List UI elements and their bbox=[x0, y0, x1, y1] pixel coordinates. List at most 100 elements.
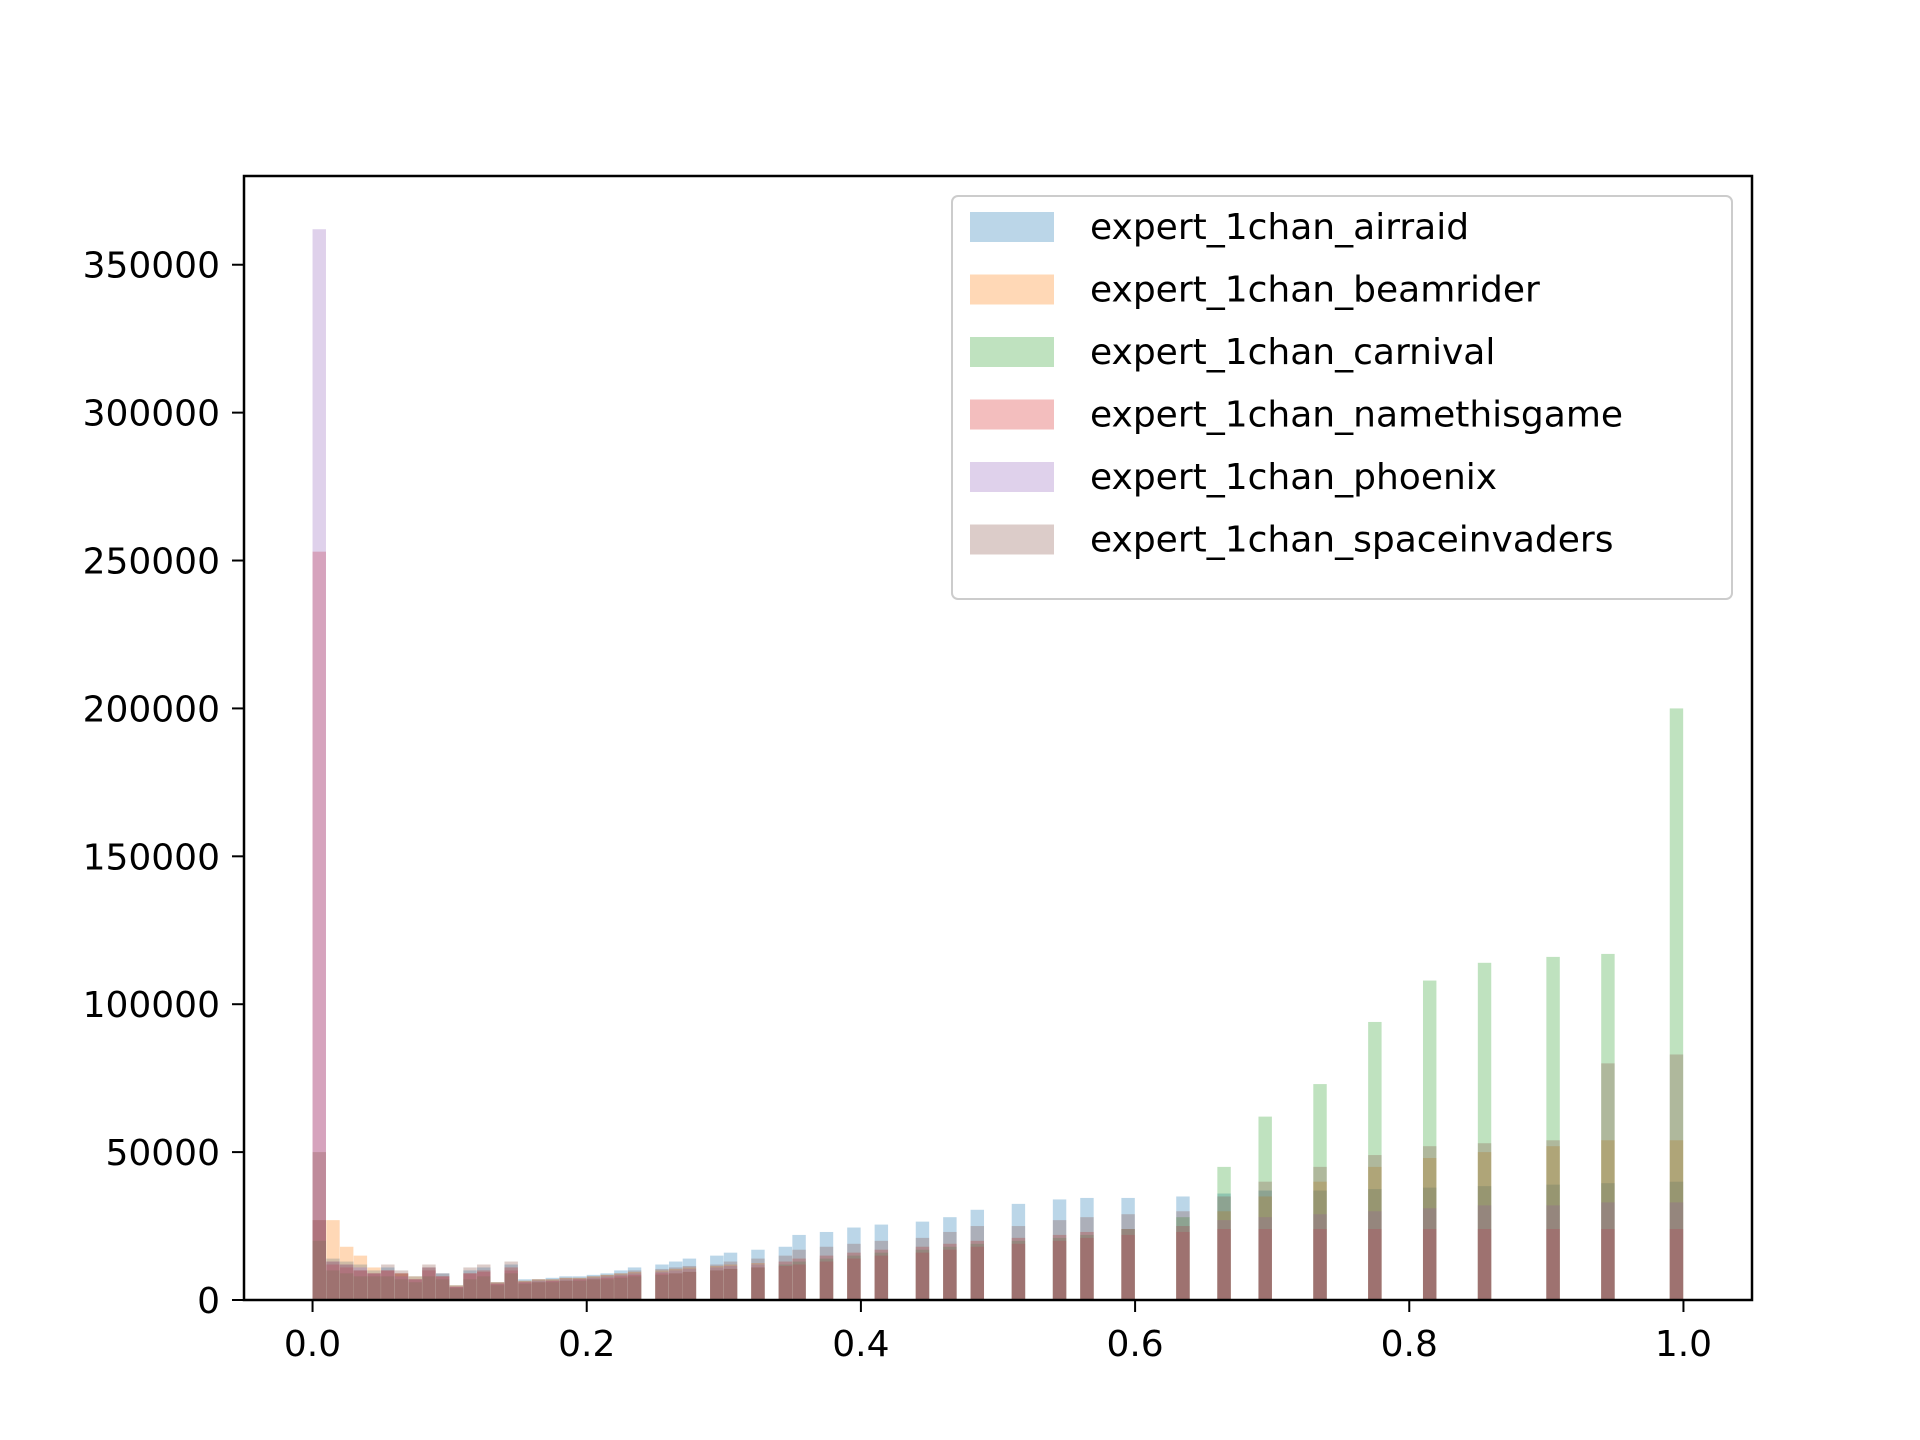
bar-expert_1chan_beamrider-36 bbox=[943, 1243, 957, 1300]
bar-expert_1chan_carnival-48 bbox=[1477, 962, 1492, 1300]
bar-expert_1chan_beamrider-47 bbox=[1422, 1158, 1437, 1300]
bar-expert_1chan_airraid-36 bbox=[943, 1217, 957, 1300]
bar-expert_1chan_phoenix-46 bbox=[1368, 1211, 1382, 1300]
bar-expert_1chan_namethisgame-5 bbox=[381, 1270, 395, 1300]
bar-expert_1chan_phoenix-37 bbox=[970, 1240, 985, 1300]
bar-expert_1chan_beamrider-40 bbox=[1080, 1231, 1094, 1300]
bar-expert_1chan_namethisgame-2 bbox=[339, 1267, 354, 1300]
bar-expert_1chan_airraid-51 bbox=[1669, 1181, 1684, 1300]
bar-expert_1chan_phoenix-10 bbox=[449, 1286, 464, 1300]
bar-expert_1chan_namethisgame-16 bbox=[531, 1282, 546, 1300]
bar-expert_1chan_beamrider-29 bbox=[751, 1263, 765, 1300]
bar-expert_1chan_spaceinvaders-2 bbox=[339, 1264, 354, 1300]
bar-expert_1chan_spaceinvaders-45 bbox=[1313, 1166, 1327, 1300]
bar-expert_1chan_spaceinvaders-37 bbox=[970, 1226, 985, 1300]
bar-expert_1chan_carnival-35 bbox=[915, 1249, 930, 1300]
bar-expert_1chan_phoenix-12 bbox=[477, 1270, 491, 1300]
bar-expert_1chan_spaceinvaders-27 bbox=[710, 1264, 724, 1300]
bar-expert_1chan_airraid-16 bbox=[531, 1279, 546, 1300]
bar-expert_1chan_namethisgame-10 bbox=[449, 1286, 464, 1300]
bar-expert_1chan_namethisgame-38 bbox=[1011, 1243, 1026, 1300]
bar-expert_1chan_carnival-7 bbox=[408, 1282, 422, 1300]
bar-expert_1chan_phoenix-41 bbox=[1121, 1229, 1135, 1300]
bar-expert_1chan_beamrider-18 bbox=[559, 1277, 573, 1300]
bar-expert_1chan_beamrider-0 bbox=[312, 1220, 326, 1300]
bar-expert_1chan_airraid-38 bbox=[1011, 1203, 1026, 1300]
bar-expert_1chan_beamrider-10 bbox=[449, 1285, 464, 1300]
bar-expert_1chan_spaceinvaders-35 bbox=[915, 1237, 930, 1300]
bar-expert_1chan_carnival-34 bbox=[874, 1252, 889, 1300]
bar-expert_1chan_spaceinvaders-42 bbox=[1176, 1211, 1190, 1300]
bar-expert_1chan_beamrider-5 bbox=[381, 1270, 395, 1300]
x-tick-label-5: 1.0 bbox=[1655, 1324, 1712, 1365]
legend-swatch-0 bbox=[970, 212, 1054, 242]
bar-expert_1chan_namethisgame-0 bbox=[312, 551, 326, 1300]
bar-expert_1chan_airraid-19 bbox=[573, 1276, 587, 1300]
bar-expert_1chan_beamrider-32 bbox=[819, 1255, 834, 1300]
bar-expert_1chan_spaceinvaders-17 bbox=[545, 1279, 560, 1300]
bar-expert_1chan_carnival-41 bbox=[1121, 1229, 1135, 1300]
bar-expert_1chan_phoenix-9 bbox=[435, 1276, 450, 1300]
bar-expert_1chan_namethisgame-47 bbox=[1422, 1229, 1437, 1300]
y-axis: 0 50000 100000 150000 200000 250000 300000 3500… bbox=[83, 246, 244, 1322]
bar-expert_1chan_airraid-27 bbox=[710, 1255, 724, 1300]
bar-expert_1chan_airraid-34 bbox=[874, 1224, 889, 1300]
bar-expert_1chan_beamrider-12 bbox=[477, 1270, 491, 1300]
bar-expert_1chan_phoenix-7 bbox=[408, 1279, 422, 1300]
bar-expert_1chan_beamrider-7 bbox=[408, 1276, 422, 1300]
bar-expert_1chan_carnival-24 bbox=[655, 1274, 669, 1300]
bar-expert_1chan_carnival-26 bbox=[682, 1271, 697, 1300]
bar-expert_1chan_phoenix-33 bbox=[847, 1252, 861, 1300]
bar-expert_1chan_airraid-43 bbox=[1217, 1193, 1231, 1300]
bars-layer bbox=[312, 229, 1684, 1301]
bar-expert_1chan_namethisgame-30 bbox=[778, 1265, 793, 1300]
bar-expert_1chan_carnival-1 bbox=[326, 1270, 340, 1300]
bar-expert_1chan_namethisgame-43 bbox=[1217, 1229, 1231, 1300]
bar-expert_1chan_carnival-11 bbox=[463, 1279, 477, 1300]
legend-label-2: expert_1chan_carnival bbox=[1090, 332, 1495, 373]
bar-expert_1chan_beamrider-3 bbox=[353, 1255, 368, 1300]
legend-swatch-2 bbox=[970, 337, 1054, 367]
bar-expert_1chan_spaceinvaders-49 bbox=[1546, 1140, 1560, 1300]
bar-expert_1chan_airraid-29 bbox=[751, 1249, 765, 1300]
bar-expert_1chan_spaceinvaders-20 bbox=[586, 1276, 601, 1300]
bar-expert_1chan_spaceinvaders-6 bbox=[394, 1270, 409, 1300]
bar-expert_1chan_beamrider-30 bbox=[778, 1261, 793, 1300]
bar-expert_1chan_carnival-51 bbox=[1669, 708, 1684, 1300]
bar-expert_1chan_spaceinvaders-26 bbox=[682, 1265, 697, 1300]
bar-expert_1chan_namethisgame-39 bbox=[1052, 1240, 1067, 1300]
bar-expert_1chan_spaceinvaders-19 bbox=[573, 1277, 587, 1300]
bar-expert_1chan_namethisgame-3 bbox=[353, 1270, 368, 1300]
bar-expert_1chan_carnival-2 bbox=[339, 1273, 354, 1300]
bar-expert_1chan_phoenix-49 bbox=[1546, 1205, 1560, 1300]
bar-expert_1chan_phoenix-24 bbox=[655, 1271, 669, 1300]
bar-expert_1chan_carnival-27 bbox=[710, 1270, 724, 1300]
legend-label-3: expert_1chan_namethisgame bbox=[1090, 395, 1623, 436]
x-tick-label-0: 0.0 bbox=[284, 1324, 341, 1365]
bar-expert_1chan_beamrider-25 bbox=[668, 1268, 683, 1300]
bar-expert_1chan_namethisgame-9 bbox=[435, 1276, 450, 1300]
bar-expert_1chan_namethisgame-42 bbox=[1176, 1231, 1190, 1300]
bar-expert_1chan_airraid-50 bbox=[1601, 1183, 1615, 1300]
bar-expert_1chan_phoenix-16 bbox=[531, 1280, 546, 1300]
bar-expert_1chan_airraid-44 bbox=[1258, 1190, 1272, 1300]
bar-expert_1chan_beamrider-6 bbox=[394, 1273, 409, 1300]
bar-expert_1chan_beamrider-21 bbox=[600, 1274, 614, 1300]
bar-expert_1chan_spaceinvaders-38 bbox=[1011, 1226, 1026, 1300]
bar-expert_1chan_namethisgame-18 bbox=[559, 1280, 573, 1300]
bar-expert_1chan_namethisgame-17 bbox=[545, 1280, 560, 1300]
bar-expert_1chan_spaceinvaders-47 bbox=[1422, 1146, 1437, 1300]
bar-expert_1chan_beamrider-13 bbox=[490, 1282, 505, 1300]
bar-expert_1chan_namethisgame-51 bbox=[1669, 1229, 1684, 1300]
bar-expert_1chan_airraid-20 bbox=[586, 1274, 601, 1300]
bar-expert_1chan_carnival-29 bbox=[751, 1267, 765, 1300]
bar-expert_1chan_phoenix-20 bbox=[586, 1277, 601, 1300]
bar-expert_1chan_beamrider-11 bbox=[463, 1273, 477, 1300]
bar-expert_1chan_airraid-2 bbox=[339, 1261, 354, 1300]
bar-expert_1chan_namethisgame-46 bbox=[1368, 1229, 1382, 1300]
bar-expert_1chan_beamrider-9 bbox=[435, 1276, 450, 1300]
bar-expert_1chan_spaceinvaders-0 bbox=[312, 1152, 326, 1300]
bar-expert_1chan_beamrider-34 bbox=[874, 1249, 889, 1300]
bar-expert_1chan_namethisgame-8 bbox=[422, 1267, 436, 1300]
